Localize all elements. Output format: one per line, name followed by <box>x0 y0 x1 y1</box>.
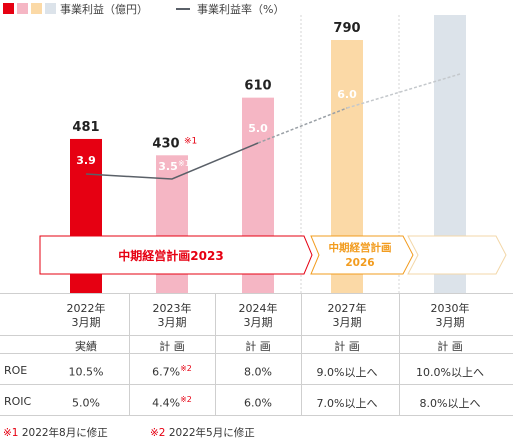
rate-data-label: 3.9 <box>76 154 96 167</box>
table-rule-3 <box>0 384 513 385</box>
plan2023-arrow <box>39 235 313 275</box>
table-rule-2 <box>0 353 513 354</box>
cell-roe: 10.5% <box>36 364 136 379</box>
cell-roe: 6.7%※2 <box>122 364 222 379</box>
profit-data-label: 610 <box>244 79 271 94</box>
table-rule-4 <box>0 415 513 416</box>
cell-roic-value: 5.0% <box>72 396 100 410</box>
cell-type: 計 画 <box>122 338 222 354</box>
rate-data-label: 6.0 <box>337 88 357 101</box>
legend-profit-label: 事業利益（億円） <box>60 3 148 16</box>
legend-swatch-plan2026 <box>31 3 42 14</box>
legend-swatch-plan2030 <box>45 3 56 14</box>
cell-roic: 8.0%以上へ <box>400 395 500 411</box>
cell-roe-value: 6.7% <box>152 365 181 379</box>
cell-roe-note: ※2 <box>180 364 192 373</box>
column-period: 3月期 <box>332 316 362 329</box>
column-header: 2027年 3月期 <box>297 302 397 330</box>
plan2030-arrow <box>407 235 507 275</box>
cell-roic-value: 4.4% <box>152 396 181 410</box>
profit-note: ※1 <box>184 136 197 146</box>
cell-roic-note: ※2 <box>180 395 192 404</box>
column-divider <box>129 293 130 415</box>
plan2026-label-line1: 中期経営計画 <box>329 241 392 254</box>
cell-roic: 5.0% <box>36 395 136 410</box>
cell-roe-value: 9.0%以上へ <box>316 366 378 379</box>
column-year: 2024年 <box>238 302 278 315</box>
legend-swatch-plan2023 <box>17 3 28 14</box>
cell-roic-value: 7.0%以上へ <box>316 397 378 410</box>
cell-type-value: 実績 <box>75 340 97 353</box>
column-divider <box>399 293 400 415</box>
cell-type-value: 計 画 <box>437 340 463 353</box>
row-label-roe: ROE <box>4 364 28 377</box>
cell-roic-value: 8.0%以上へ <box>419 397 481 410</box>
rate-note: ※1 <box>178 159 190 168</box>
cell-type-value: 計 画 <box>245 340 271 353</box>
cell-type: 計 画 <box>208 338 308 354</box>
column-divider <box>301 293 302 415</box>
column-year: 2027年 <box>327 302 367 315</box>
cell-roic: 6.0% <box>208 395 308 410</box>
cell-type-value: 計 画 <box>159 340 185 353</box>
footnote-1-mark: ※1 <box>3 427 19 439</box>
column-period: 3月期 <box>71 316 101 329</box>
column-period: 3月期 <box>435 316 465 329</box>
cell-roe-value: 10.5% <box>68 365 104 379</box>
cell-roic: 4.4%※2 <box>122 395 222 410</box>
rate-line-actual <box>85 142 259 180</box>
footnote-1-text: 2022年8月に修正 <box>21 427 108 439</box>
row-label-roic: ROIC <box>4 395 32 408</box>
rate-line-projection <box>257 107 348 144</box>
profit-data-label: 790 <box>333 21 360 36</box>
table-top-rule <box>0 293 513 294</box>
column-header: 2030年 3月期 <box>400 302 500 330</box>
cell-roe-value: 8.0% <box>244 365 272 379</box>
cell-roic: 7.0%以上へ <box>297 395 397 411</box>
cell-roe: 9.0%以上へ <box>297 364 397 380</box>
cell-roe: 8.0% <box>208 364 308 379</box>
plan2026-arrow <box>310 235 414 275</box>
footnote-2-mark: ※2 <box>150 427 166 439</box>
cell-type: 計 画 <box>297 338 397 354</box>
column-period: 3月期 <box>243 316 273 329</box>
profit-data-label: 430 <box>152 136 179 151</box>
column-year: 2022年 <box>66 302 106 315</box>
rate-data-label: 5.0 <box>248 122 268 135</box>
cell-type-value: 計 画 <box>334 340 360 353</box>
legend-rate-label: 事業利益率（%） <box>197 3 285 16</box>
cell-roic-value: 6.0% <box>244 396 272 410</box>
column-year: 2030年 <box>430 302 470 315</box>
rate-data-label: 3.5 <box>158 160 178 173</box>
footnote-1: ※1 2022年8月に修正 <box>3 425 108 440</box>
column-divider <box>215 293 216 415</box>
column-period: 3月期 <box>157 316 187 329</box>
column-header: 2022年 3月期 <box>36 302 136 330</box>
cell-roe-value: 10.0%以上へ <box>416 366 484 379</box>
footnote-2: ※2 2022年5月に修正 <box>150 425 255 440</box>
column-header: 2023年 3月期 <box>122 302 222 330</box>
plan2023-label: 中期経営計画2023 <box>118 248 223 263</box>
column-year: 2023年 <box>152 302 192 315</box>
legend-rate-line <box>176 8 190 10</box>
profit-data-label: 481 <box>72 120 99 135</box>
cell-type: 計 画 <box>400 338 500 354</box>
legend-swatch-actual <box>3 3 14 14</box>
cell-type: 実績 <box>36 338 136 354</box>
column-header: 2024年 3月期 <box>208 302 308 330</box>
footnote-2-text: 2022年5月に修正 <box>168 427 255 439</box>
cell-roe: 10.0%以上へ <box>400 364 500 380</box>
plan2026-label-line2: 2026 <box>345 257 374 269</box>
table-rule-1 <box>0 335 513 336</box>
